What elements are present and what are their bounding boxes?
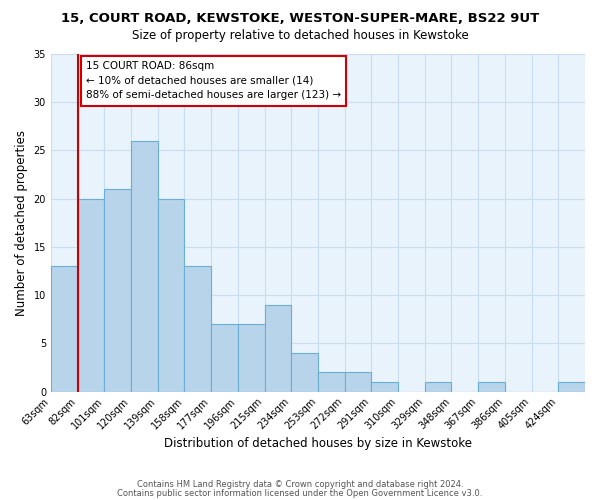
X-axis label: Distribution of detached houses by size in Kewstoke: Distribution of detached houses by size … (164, 437, 472, 450)
Bar (371, 382, 398, 392)
Bar (77, 198, 104, 392)
Text: 15, COURT ROAD, KEWSTOKE, WESTON-SUPER-MARE, BS22 9UT: 15, COURT ROAD, KEWSTOKE, WESTON-SUPER-M… (61, 12, 539, 26)
Bar (265, 305, 291, 392)
Bar (51, 266, 77, 392)
Bar (238, 324, 265, 392)
Bar (318, 372, 344, 392)
Text: Contains public sector information licensed under the Open Government Licence v3: Contains public sector information licen… (118, 489, 482, 498)
Bar (184, 266, 211, 392)
Bar (478, 382, 505, 392)
Bar (211, 324, 238, 392)
Bar (104, 189, 131, 392)
Bar (291, 353, 318, 392)
Y-axis label: Number of detached properties: Number of detached properties (15, 130, 28, 316)
Bar (131, 141, 158, 392)
Text: Contains HM Land Registry data © Crown copyright and database right 2024.: Contains HM Land Registry data © Crown c… (137, 480, 463, 489)
Text: 15 COURT ROAD: 86sqm
← 10% of detached houses are smaller (14)
88% of semi-detac: 15 COURT ROAD: 86sqm ← 10% of detached h… (86, 61, 341, 100)
Bar (344, 372, 371, 392)
Text: Size of property relative to detached houses in Kewstoke: Size of property relative to detached ho… (131, 29, 469, 42)
Bar (158, 198, 184, 392)
Bar (558, 382, 585, 392)
Bar (425, 382, 451, 392)
